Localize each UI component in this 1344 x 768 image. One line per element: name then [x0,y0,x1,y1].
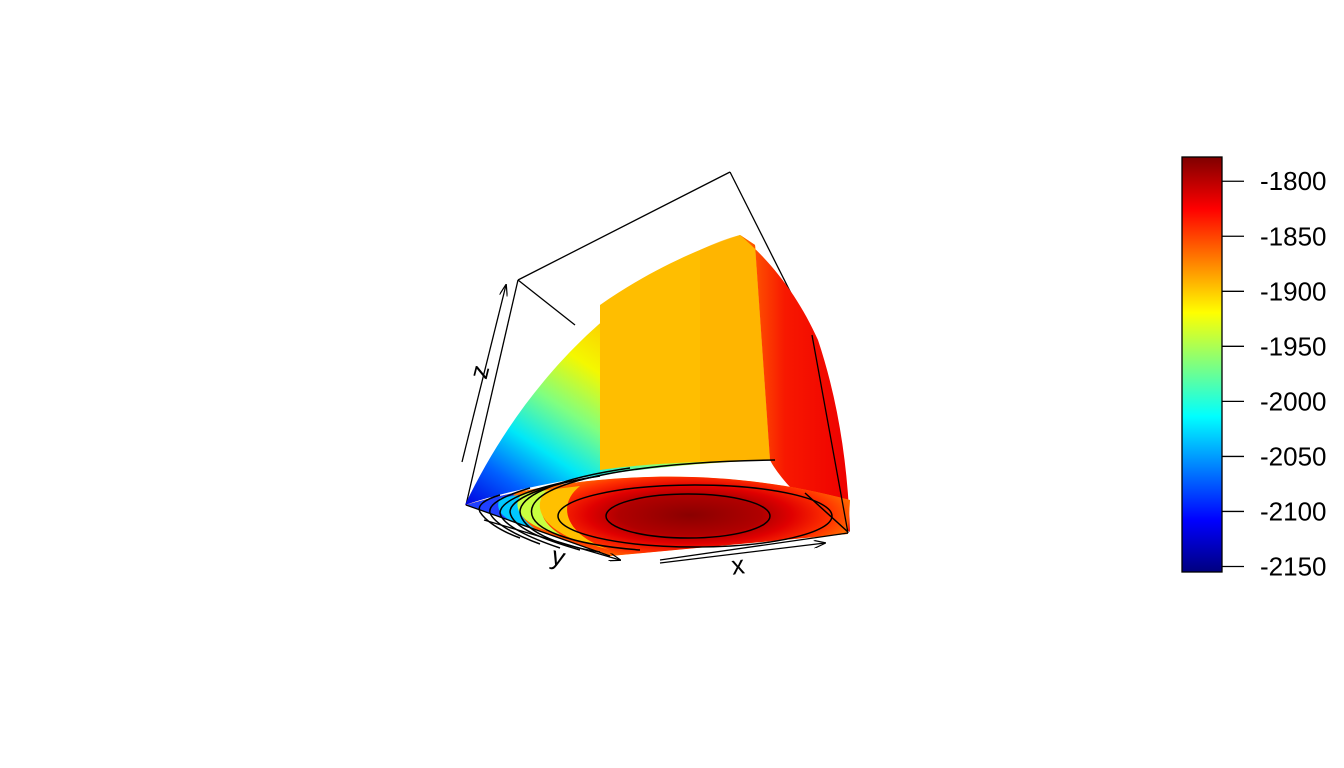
x-axis-label: x [730,549,747,580]
colorbar-tick-label: -1800 [1260,166,1327,196]
colorbar-tick-label: -2100 [1260,496,1327,526]
contour-outer [530,459,776,551]
colorbar: -1800 -1850 -1900 -1950 -2000 -2050 -2100 -2150 [1181,156,1327,581]
box-front-edges [465,334,849,561]
y-axis-arrow [483,519,620,560]
contour-6 [499,481,566,549]
contour-inner [605,493,771,539]
contour-5 [509,475,601,551]
colorbar-tick-label: -2000 [1260,386,1327,416]
surface-right-face [740,235,850,532]
contour-right-edge [804,492,849,533]
z-axis-arrow [461,285,506,463]
surface-left-face-orange-shade [700,235,770,461]
z-axis-label: z [463,362,495,382]
colorbar-tick-label: -2050 [1260,441,1327,471]
contour-middle [557,484,833,548]
axis-arrows [461,285,825,564]
colorbar-gradient [1181,156,1223,573]
colorbar-ticks: -1800 -1850 -1900 -1950 -2000 -2050 -2100 -2150 [1222,166,1327,581]
colorbar-tick-label: -1900 [1260,276,1327,306]
contour-8 [478,494,521,539]
colorbar-tick-label: -2150 [1260,551,1327,581]
colorbar-tick-label: -1850 [1260,221,1327,251]
x-axis-arrow [659,543,825,564]
colorbar-tick-label: -1950 [1260,331,1327,361]
